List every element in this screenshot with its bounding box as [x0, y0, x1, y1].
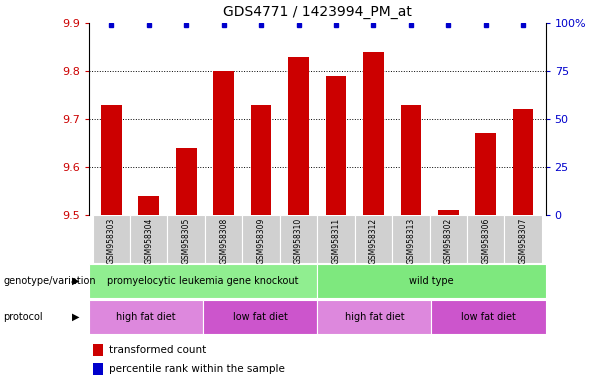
Bar — [476, 134, 496, 215]
Bar — [213, 71, 234, 215]
Bar — [318, 215, 355, 263]
Bar — [318, 264, 546, 298]
Text: GSM958304: GSM958304 — [144, 217, 153, 264]
Text: ▶: ▶ — [72, 312, 80, 322]
Bar — [288, 57, 309, 215]
Text: GSM958311: GSM958311 — [332, 217, 340, 263]
Bar — [242, 215, 280, 263]
Bar — [251, 104, 272, 215]
Text: GSM958312: GSM958312 — [369, 217, 378, 263]
Bar — [205, 215, 242, 263]
Text: ▶: ▶ — [72, 276, 80, 286]
Text: wild type: wild type — [409, 276, 454, 286]
Text: GSM958310: GSM958310 — [294, 217, 303, 264]
Bar — [167, 215, 205, 263]
Text: protocol: protocol — [3, 312, 43, 322]
Text: genotype/variation: genotype/variation — [3, 276, 96, 286]
Text: GSM958305: GSM958305 — [181, 217, 191, 264]
Text: high fat diet: high fat diet — [116, 312, 176, 322]
Bar — [203, 300, 318, 334]
Text: GSM958307: GSM958307 — [519, 217, 528, 264]
Bar — [89, 264, 318, 298]
Bar — [93, 344, 104, 356]
Text: high fat diet: high fat diet — [345, 312, 404, 322]
Bar — [280, 215, 318, 263]
Bar — [101, 104, 121, 215]
Bar — [513, 109, 533, 215]
Text: low fat diet: low fat diet — [233, 312, 287, 322]
Bar — [326, 76, 346, 215]
Text: GSM958309: GSM958309 — [257, 217, 265, 264]
Bar — [430, 215, 467, 263]
Bar — [318, 300, 432, 334]
Text: GSM958306: GSM958306 — [481, 217, 490, 264]
Title: GDS4771 / 1423994_PM_at: GDS4771 / 1423994_PM_at — [223, 5, 412, 19]
Bar — [400, 104, 421, 215]
Text: promyelocytic leukemia gene knockout: promyelocytic leukemia gene knockout — [107, 276, 299, 286]
Bar — [392, 215, 430, 263]
Bar — [139, 196, 159, 215]
Bar — [363, 52, 384, 215]
Bar — [504, 215, 542, 263]
Text: low fat diet: low fat diet — [461, 312, 516, 322]
Bar — [467, 215, 504, 263]
Bar — [93, 363, 104, 375]
Bar — [89, 300, 203, 334]
Bar — [438, 210, 459, 215]
Bar — [432, 300, 546, 334]
Text: GSM958313: GSM958313 — [406, 217, 416, 264]
Text: transformed count: transformed count — [110, 345, 207, 355]
Bar — [93, 215, 130, 263]
Bar — [130, 215, 167, 263]
Text: GSM958308: GSM958308 — [219, 217, 228, 264]
Bar — [355, 215, 392, 263]
Text: GSM958302: GSM958302 — [444, 217, 453, 264]
Text: percentile rank within the sample: percentile rank within the sample — [110, 364, 285, 374]
Text: GSM958303: GSM958303 — [107, 217, 116, 264]
Bar — [176, 148, 197, 215]
